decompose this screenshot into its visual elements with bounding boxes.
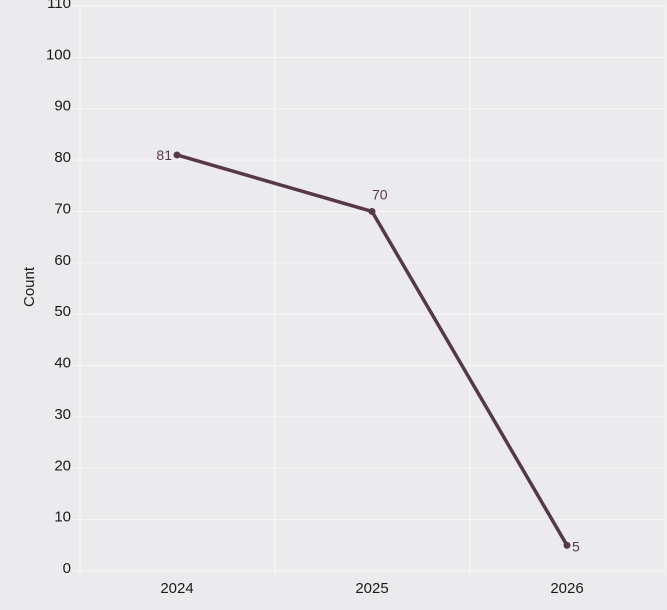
data-label: 81 <box>156 147 172 163</box>
y-tick-label: 20 <box>54 457 71 474</box>
y-tick-label: 100 <box>46 46 71 63</box>
x-tick-label: 2025 <box>355 580 388 597</box>
y-tick-label: 10 <box>54 509 71 526</box>
data-labels: 81 70 5 <box>156 147 580 554</box>
data-label: 70 <box>372 186 388 202</box>
y-tick-label: 50 <box>54 303 71 320</box>
x-tick-label: 2024 <box>160 580 193 597</box>
y-axis-title: Count <box>21 266 38 307</box>
y-tick-label: 70 <box>54 200 71 217</box>
data-label: 5 <box>572 538 580 554</box>
data-point <box>173 151 181 159</box>
y-tick-label: 40 <box>54 355 71 372</box>
y-tick-label: 110 <box>47 0 71 12</box>
data-point <box>368 207 376 215</box>
data-point <box>563 541 571 549</box>
y-tick-label: 80 <box>54 149 71 166</box>
series <box>173 151 571 549</box>
grid-lines <box>72 5 666 575</box>
y-tick-label: 0 <box>63 560 71 577</box>
x-axis-tick-labels: 2024 2025 2026 <box>160 580 583 597</box>
y-tick-label: 30 <box>54 406 71 423</box>
x-tick-label: 2026 <box>550 580 583 597</box>
y-tick-label: 60 <box>54 252 71 269</box>
y-tick-label: 90 <box>54 98 71 115</box>
y-axis-tick-labels: 0 10 20 30 40 50 60 70 80 90 100 110 <box>46 0 71 577</box>
